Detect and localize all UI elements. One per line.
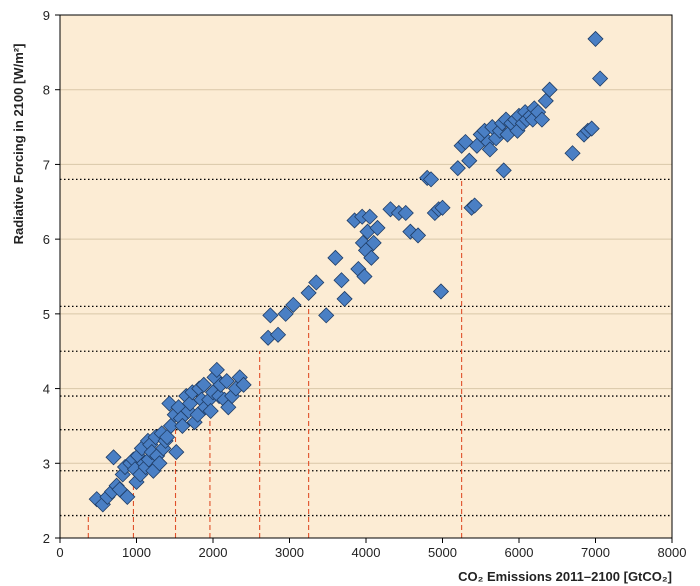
y-tick-label: 3 — [43, 456, 50, 471]
data-point — [336, 290, 353, 307]
data-point — [397, 204, 414, 222]
data-point — [369, 219, 386, 237]
data-point — [422, 171, 440, 188]
x-axis-ticks: 0 1000 2000 3000 4000 5000 6000 7000 8000 — [56, 538, 686, 560]
data-point — [361, 208, 378, 225]
data-point — [592, 70, 609, 87]
data-point — [277, 305, 294, 322]
data-point — [318, 307, 335, 324]
y-tick-label: 6 — [43, 232, 50, 247]
data-point — [202, 402, 219, 420]
x-tick-label: 5000 — [428, 545, 457, 560]
data-point — [583, 120, 600, 137]
y-axis-ticks: 2 3 4 5 6 7 8 9 — [43, 8, 60, 546]
data-point — [432, 283, 450, 300]
x-tick-label: 2000 — [199, 545, 228, 560]
y-tick-label: 9 — [43, 8, 50, 23]
data-point — [285, 296, 302, 313]
y-tick-label: 8 — [43, 83, 50, 98]
data-point — [218, 373, 235, 390]
y-tick-label: 2 — [43, 531, 50, 546]
x-tick-label: 7000 — [581, 545, 610, 560]
data-point — [269, 326, 287, 343]
data-point — [119, 488, 136, 505]
data-point — [168, 444, 185, 461]
data-point — [327, 249, 344, 266]
y-tick-label: 4 — [43, 382, 50, 397]
data-point — [208, 361, 225, 378]
data-point — [564, 145, 581, 162]
x-tick-label: 3000 — [275, 545, 304, 560]
data-point — [434, 199, 451, 216]
x-tick-label: 6000 — [505, 545, 534, 560]
data-point — [466, 197, 483, 214]
data-point — [533, 111, 551, 128]
data-point — [308, 274, 325, 291]
data-point — [541, 81, 558, 98]
y-tick-label: 5 — [43, 307, 50, 322]
x-tick-label: 0 — [56, 545, 63, 560]
x-axis-title: CO₂ Emissions 2011–2100 [GtCO₂] — [458, 569, 672, 584]
x-tick-label: 1000 — [122, 545, 151, 560]
data-point — [356, 268, 373, 285]
x-tick-label: 8000 — [658, 545, 687, 560]
data-point — [300, 284, 317, 302]
data-point — [449, 160, 466, 177]
data-point — [365, 234, 382, 251]
data-points — [88, 30, 609, 513]
y-axis-title: Radiative Forcing in 2100 [W/m²] — [11, 44, 26, 245]
data-point — [262, 307, 279, 324]
data-point — [333, 272, 350, 289]
x-tick-label: 4000 — [352, 545, 381, 560]
data-point — [481, 141, 498, 158]
data-point — [105, 449, 122, 466]
data-point — [235, 376, 252, 393]
y-tick-label: 7 — [43, 157, 50, 172]
data-point — [195, 376, 212, 393]
data-point — [495, 162, 512, 179]
data-point — [363, 249, 380, 266]
data-point — [151, 455, 168, 472]
data-point — [174, 417, 191, 434]
data-point — [461, 152, 478, 169]
data-point — [409, 227, 427, 244]
data-point — [587, 30, 604, 47]
